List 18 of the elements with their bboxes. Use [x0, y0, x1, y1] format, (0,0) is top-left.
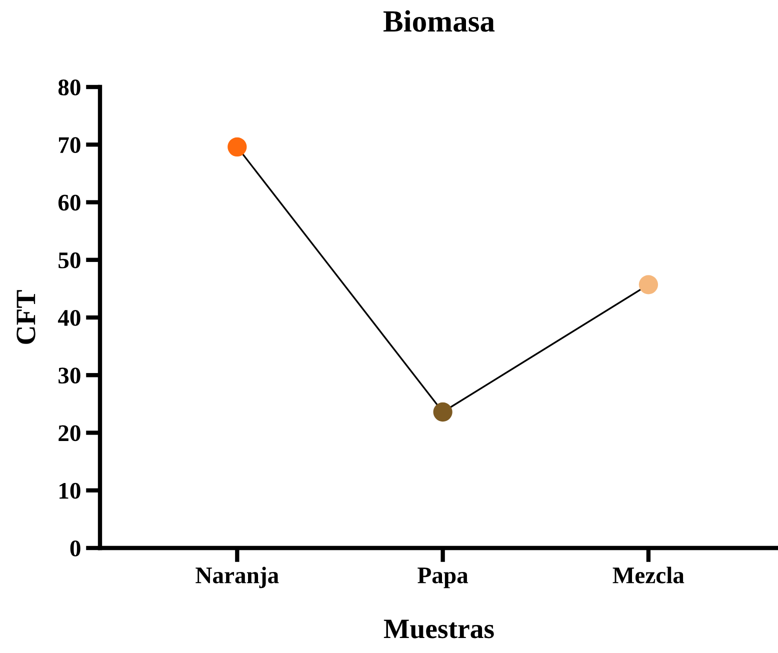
- x-axis-title: Muestras: [384, 620, 494, 638]
- y-tick-label: 80: [58, 79, 80, 96]
- y-tick-label: 50: [58, 252, 80, 268]
- point: [433, 402, 452, 422]
- y-tick-label: 0: [70, 540, 80, 556]
- y-tick-label: 20: [58, 425, 80, 442]
- point: [228, 137, 247, 156]
- y-tick-label: 70: [58, 137, 80, 154]
- y-tick-label: 30: [58, 368, 80, 384]
- y-tick-label: 40: [58, 310, 80, 326]
- y-axis-title: CFT: [16, 290, 36, 344]
- y-tick-label: 60: [58, 194, 80, 211]
- point: [638, 275, 658, 294]
- x-tick-label: Naranja: [196, 566, 279, 588]
- chart-title: Biomasa: [383, 10, 495, 32]
- x-tick-label: Papa: [418, 568, 468, 588]
- y-tick-label: 10: [60, 482, 80, 499]
- x-tick-label: Mezcla: [612, 566, 684, 584]
